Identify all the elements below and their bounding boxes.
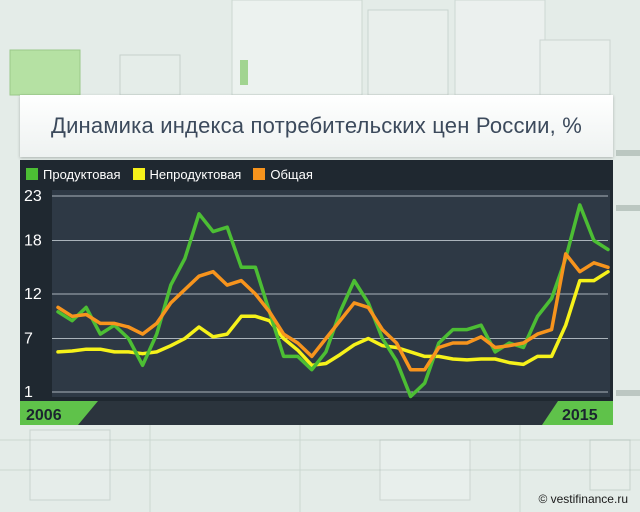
source-credit: © vestifinance.ru	[538, 492, 628, 506]
chart-title: Динамика индекса потребительских цен Рос…	[50, 113, 583, 138]
line-chart: 1 7 12 18 23 2006 2015	[20, 188, 613, 425]
x-label-start-tab	[20, 401, 98, 425]
legend-label-products: Продуктовая	[43, 166, 121, 182]
x-axis-band	[20, 401, 613, 425]
legend-swatch-products	[26, 168, 38, 180]
legend-label-nonfood: Непродуктовая	[149, 166, 242, 182]
title-panel: Динамика индекса потребительских цен Рос…	[20, 95, 613, 157]
y-tick-label-3: 18	[24, 233, 42, 250]
x-label-end: 2015	[562, 407, 598, 424]
y-tick-label-4: 23	[24, 188, 42, 205]
x-label-end-tab	[542, 401, 613, 425]
legend-swatch-nonfood	[132, 168, 145, 180]
series-line-2	[56, 252, 610, 372]
legend-item-products: Продуктовая	[26, 167, 121, 182]
chart-panel: 1 7 12 18 23 2006 2015 Продуктовая Непродукт…	[20, 160, 613, 425]
legend-item-total: Общая	[253, 167, 313, 182]
y-tick-label-2: 12	[24, 286, 42, 303]
y-tick-label-0: 1	[24, 384, 33, 401]
legend-swatch-total	[253, 168, 266, 180]
x-label-start: 2006	[26, 407, 62, 424]
legend: Продуктовая Непродуктовая Общая	[26, 165, 325, 183]
legend-item-nonfood: Непродуктовая	[132, 166, 242, 182]
y-tick-label-1: 7	[24, 331, 33, 348]
legend-label-total: Общая	[270, 166, 313, 182]
